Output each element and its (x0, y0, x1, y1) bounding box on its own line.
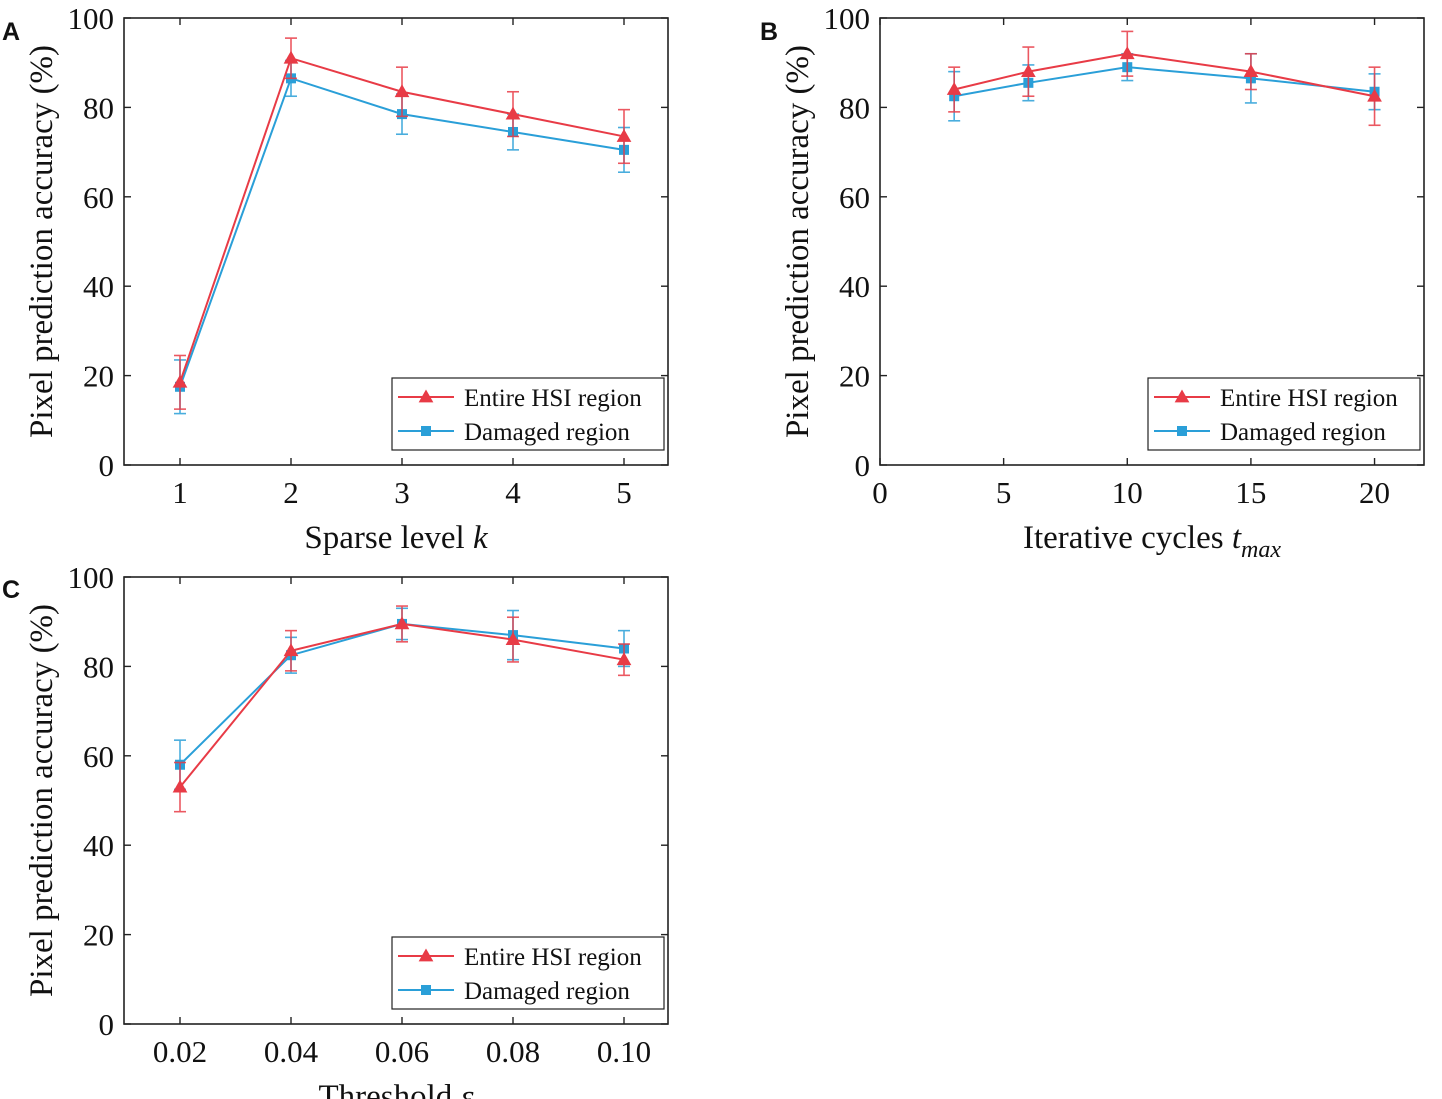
y-tick-label: 0 (855, 448, 871, 483)
x-axis-title: Iterative cycles tmax (1023, 520, 1281, 563)
y-tick-label: 100 (68, 560, 115, 595)
x-tick-label: 0.10 (597, 1034, 651, 1069)
panel-letter: B (760, 18, 778, 46)
legend-label: Entire HSI region (464, 944, 642, 971)
x-tick-label: 0.02 (153, 1034, 207, 1069)
legend-label: Entire HSI region (464, 385, 642, 412)
x-tick-label: 4 (505, 475, 521, 510)
x-tick-label: 0.06 (375, 1034, 429, 1069)
y-tick-label: 40 (839, 269, 870, 304)
y-tick-label: 80 (83, 649, 114, 684)
legend-item: Damaged region (1154, 419, 1386, 446)
series-damaged-region (948, 52, 1381, 122)
series-line (179, 622, 625, 766)
data-point (394, 84, 410, 98)
y-axis-title: Pixel prediction accuracy (%) (780, 45, 816, 438)
series-entire-hsi-region (172, 37, 632, 410)
y-tick-label: 0 (99, 448, 115, 483)
data-point (1021, 64, 1036, 78)
legend-marker (418, 389, 434, 403)
y-tick-label: 60 (83, 180, 114, 215)
legend-marker (421, 426, 431, 436)
series-line (954, 66, 1375, 98)
x-axis-title: Sparse level k (304, 520, 489, 556)
y-tick-label: 100 (824, 1, 871, 36)
legend-marker (418, 948, 434, 962)
series-line (179, 622, 625, 788)
data-point (1243, 64, 1259, 78)
legend-label: Damaged region (464, 419, 630, 446)
legend-marker (421, 985, 431, 995)
legend-item: Entire HSI region (1154, 385, 1398, 412)
series-entire-hsi-region (172, 605, 632, 813)
x-tick-label: 15 (1235, 475, 1266, 510)
x-tick-label: 0 (872, 475, 888, 510)
data-point (1367, 88, 1382, 102)
y-tick-label: 40 (83, 269, 114, 304)
legend: Entire HSI region Damaged region (391, 377, 665, 451)
legend-marker (1174, 389, 1190, 403)
legend-item: Entire HSI region (398, 385, 642, 412)
y-tick-label: 80 (839, 90, 870, 125)
y-tick-label: 20 (83, 918, 114, 953)
x-axis-variable: k (473, 520, 489, 556)
legend-item: Entire HSI region (398, 944, 642, 971)
legend: Entire HSI region Damaged region (391, 936, 665, 1010)
plot-frame (123, 576, 669, 1025)
panel-letter: C (2, 576, 20, 604)
data-point (283, 643, 299, 657)
data-point (1119, 46, 1135, 60)
x-tick-label: 3 (394, 475, 410, 510)
data-point (616, 652, 632, 666)
panel-letter: A (2, 18, 20, 46)
y-tick-label: 100 (68, 1, 115, 36)
data-point (283, 50, 299, 64)
x-axis-title: Threshold ε (318, 1079, 473, 1099)
y-tick-label: 0 (99, 1007, 115, 1042)
x-tick-label: 0.08 (486, 1034, 540, 1069)
x-axis-variable: ε (461, 1079, 474, 1099)
y-axis-title: Pixel prediction accuracy (%) (24, 604, 60, 997)
x-axis-variable: t (1232, 520, 1242, 556)
data-point (616, 128, 632, 142)
x-tick-label: 1 (172, 475, 188, 510)
series-entire-hsi-region (946, 30, 1382, 127)
data-point (394, 616, 410, 630)
data-point (172, 374, 188, 388)
series-line (953, 52, 1375, 98)
y-tick-label: 20 (839, 359, 870, 394)
legend-label: Entire HSI region (1220, 385, 1398, 412)
y-tick-label: 40 (83, 828, 114, 863)
x-tick-label: 20 (1359, 475, 1390, 510)
y-tick-label: 60 (83, 739, 114, 774)
legend-marker (1177, 426, 1187, 436)
x-tick-label: 5 (996, 475, 1012, 510)
data-point (505, 632, 521, 645)
data-point (946, 82, 962, 95)
legend-item: Damaged region (398, 419, 630, 446)
x-axis-subscript: max (1241, 537, 1281, 563)
legend-label: Damaged region (1220, 419, 1386, 446)
chart-panel-B: 0 20 40 60 80 100 0 5 10 15 20 Pixel prediction acc… (760, 1, 1425, 563)
chart-panel-C: 0 20 40 60 80 100 0.02 0.04 0.06 0.08 0.10 Pixel pr… (2, 560, 669, 1099)
x-tick-label: 0.04 (264, 1034, 319, 1069)
plot-frame (879, 17, 1425, 466)
x-tick-label: 5 (616, 475, 632, 510)
y-tick-label: 60 (839, 180, 870, 215)
y-tick-label: 80 (83, 90, 114, 125)
legend: Entire HSI region Damaged region (1147, 377, 1421, 451)
chart-panel-A: 0 20 40 60 80 100 1 2 3 4 5 Pixel prediction accura… (2, 1, 669, 556)
x-tick-label: 10 (1112, 475, 1143, 510)
x-tick-label: 2 (283, 475, 299, 510)
legend-label: Damaged region (464, 978, 630, 1005)
y-tick-label: 20 (83, 359, 114, 394)
y-axis-title: Pixel prediction accuracy (%) (24, 45, 60, 438)
data-point (172, 779, 188, 793)
data-point (505, 106, 521, 120)
plot-frame (123, 17, 669, 466)
legend-item: Damaged region (398, 978, 630, 1005)
